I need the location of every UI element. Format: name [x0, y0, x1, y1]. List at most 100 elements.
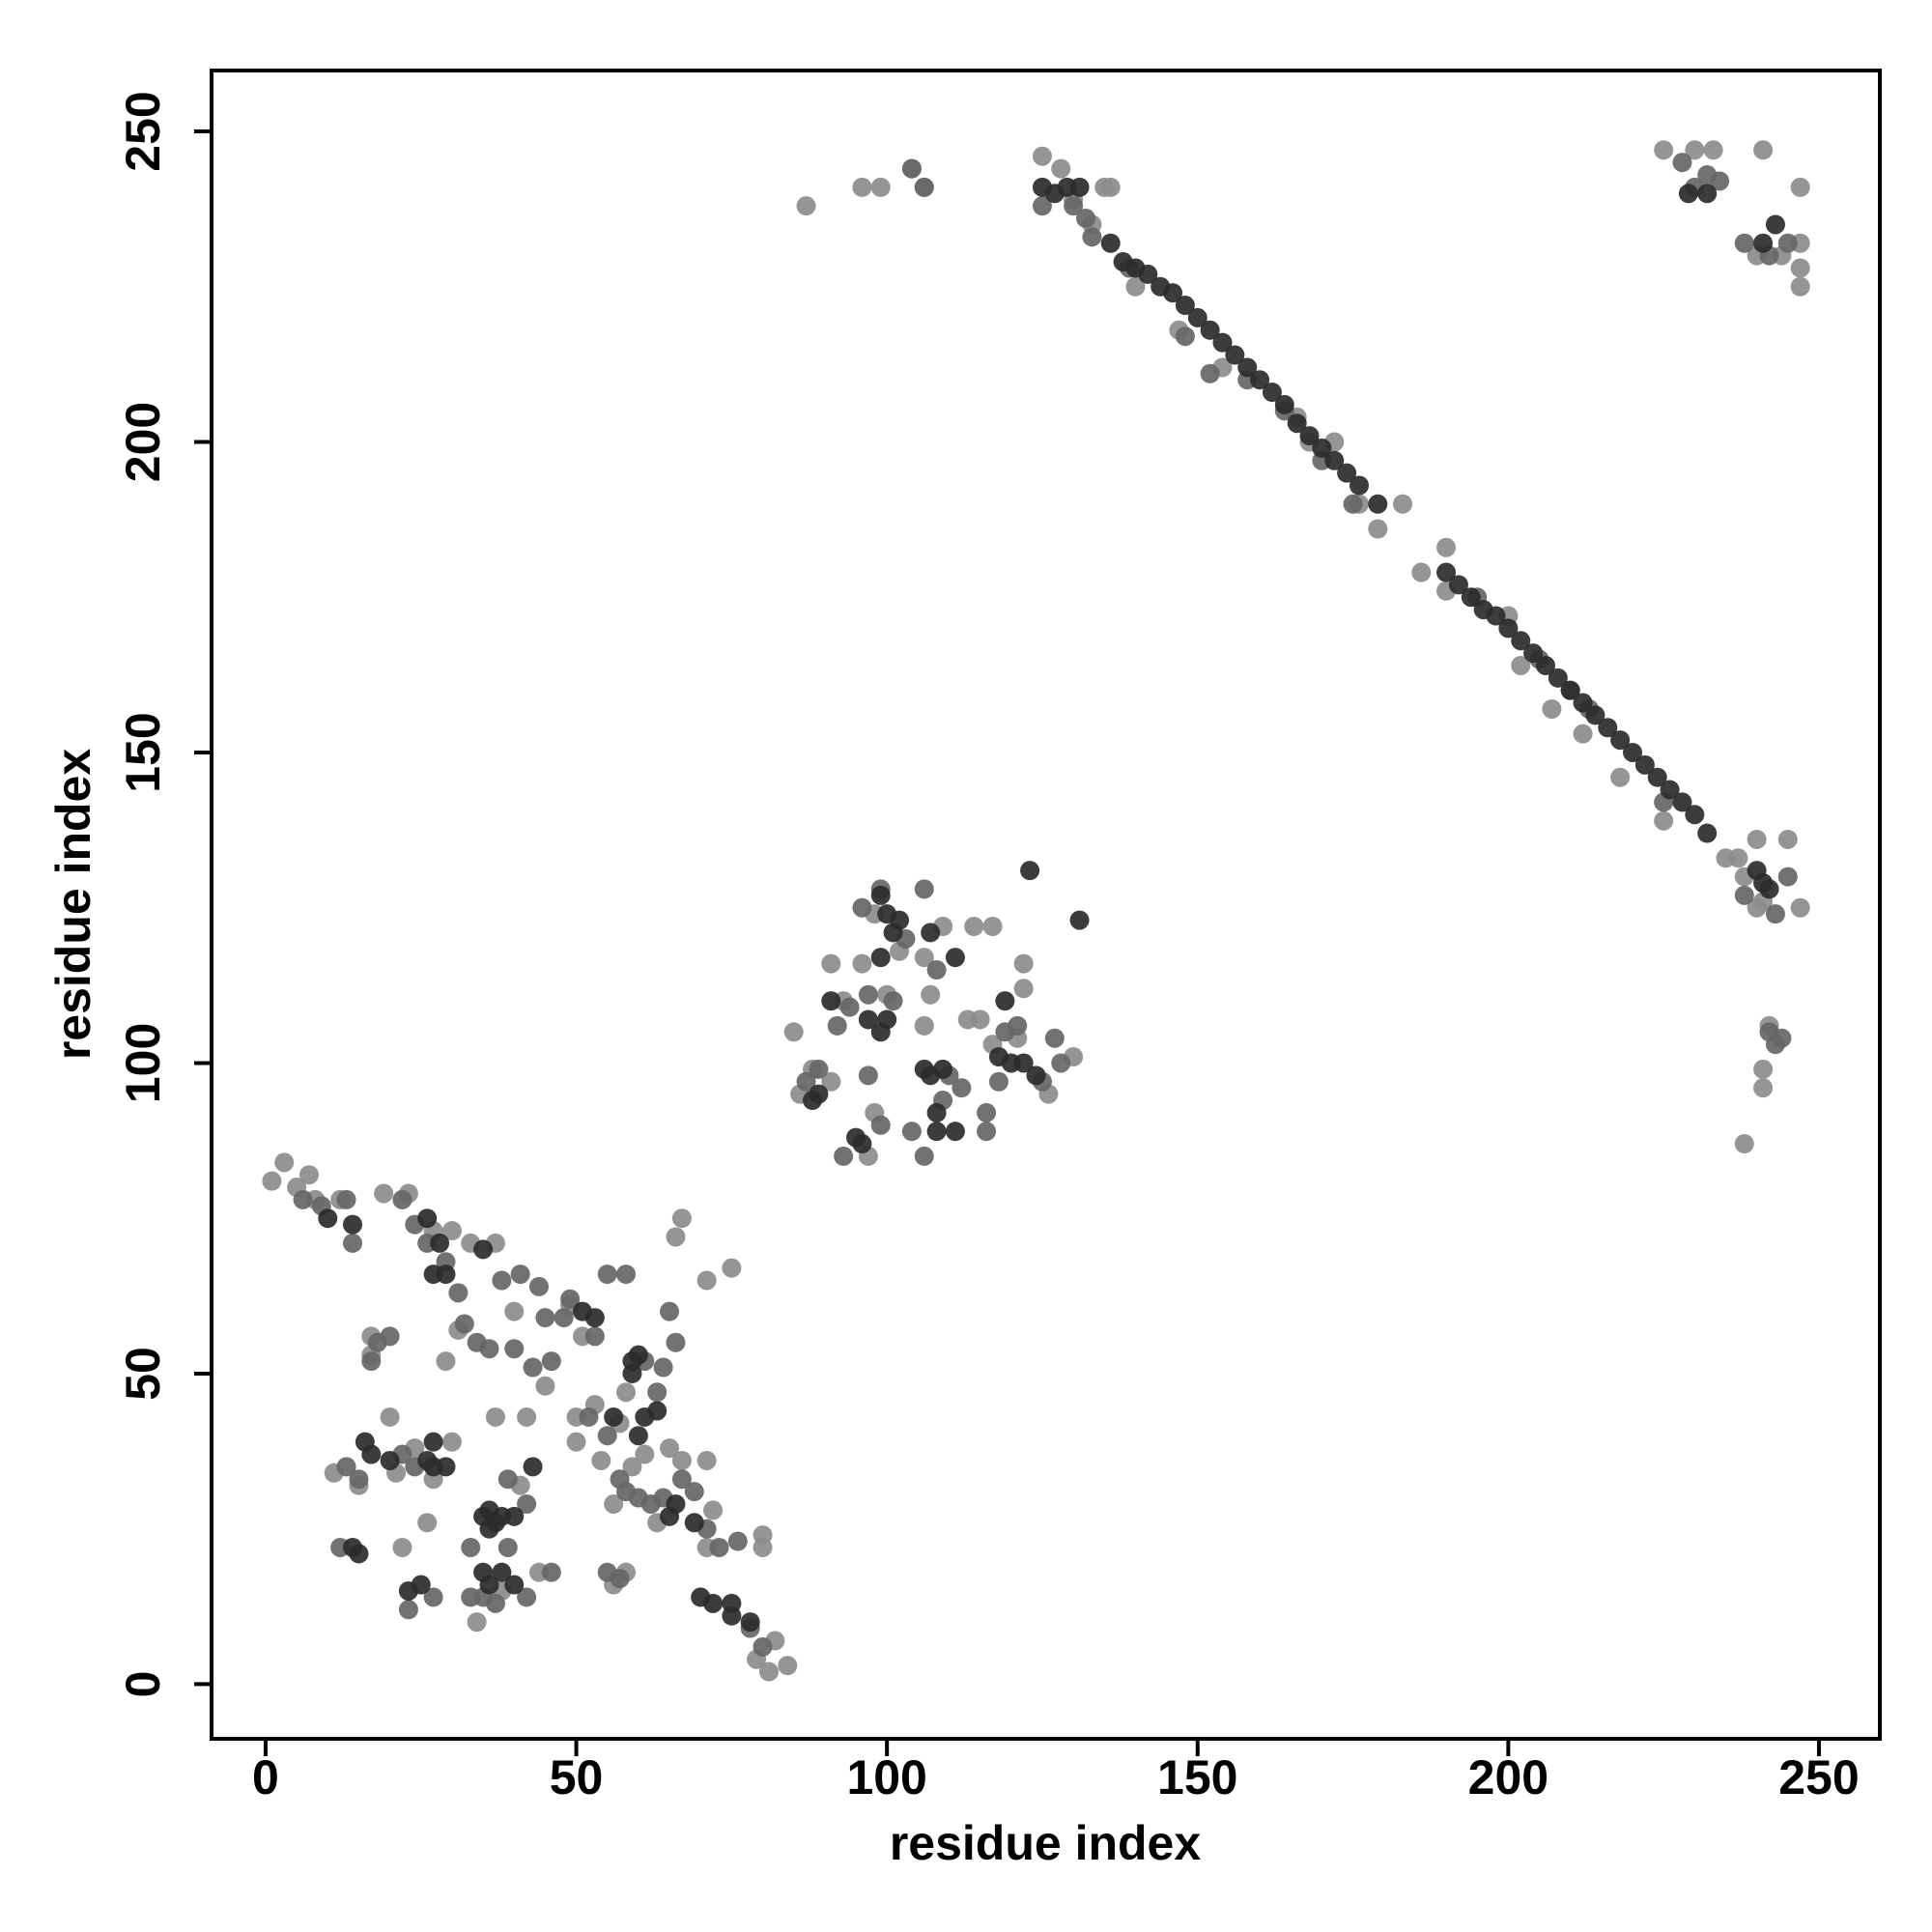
point [870, 1115, 891, 1135]
point [982, 917, 1003, 937]
point [604, 1406, 624, 1427]
point [1448, 575, 1468, 595]
point [1200, 320, 1220, 340]
point [560, 1289, 581, 1309]
point [436, 1457, 456, 1477]
point [467, 1612, 487, 1633]
point [1654, 810, 1674, 831]
point [523, 1457, 543, 1477]
point [1734, 1134, 1754, 1154]
point [1647, 767, 1667, 787]
point [852, 897, 872, 918]
point [579, 1406, 599, 1427]
point [977, 1122, 997, 1142]
point [1212, 332, 1233, 353]
point [1672, 153, 1692, 173]
point [821, 953, 841, 974]
point [883, 991, 903, 1011]
point [1765, 1035, 1785, 1055]
y-tick-label: 100 [116, 1023, 170, 1103]
point [1710, 171, 1730, 191]
point [298, 1165, 319, 1185]
point [349, 1544, 369, 1564]
point [1100, 177, 1121, 197]
point [1082, 227, 1102, 247]
point [473, 1239, 494, 1260]
point [1138, 264, 1158, 284]
point [1337, 463, 1357, 483]
point [753, 1537, 773, 1557]
point [796, 196, 816, 216]
point [318, 1208, 338, 1229]
point [870, 948, 891, 968]
point [1312, 438, 1332, 458]
point [517, 1406, 537, 1427]
point [1008, 1015, 1028, 1036]
point [411, 1575, 431, 1595]
point [684, 1482, 704, 1502]
point [1069, 910, 1090, 930]
point [1790, 177, 1810, 197]
point [1753, 140, 1774, 160]
point [380, 1406, 400, 1427]
y-tick-label: 0 [116, 1671, 170, 1698]
point [541, 1351, 561, 1372]
point [361, 1444, 382, 1464]
point [1013, 953, 1034, 974]
point [783, 1022, 804, 1042]
point [1697, 184, 1718, 204]
point [566, 1432, 586, 1452]
point [1436, 537, 1457, 557]
point [616, 1264, 637, 1285]
point [361, 1351, 382, 1372]
point [684, 1513, 704, 1533]
point [1573, 724, 1593, 744]
point [995, 991, 1015, 1011]
point [696, 1450, 717, 1470]
point [622, 1457, 642, 1477]
point [423, 1587, 443, 1607]
point [628, 1345, 648, 1365]
point [1262, 383, 1282, 403]
point [441, 1221, 462, 1241]
point [417, 1208, 438, 1229]
point [727, 1531, 748, 1551]
point [1324, 450, 1345, 470]
point [436, 1264, 456, 1285]
point [1790, 897, 1810, 918]
point [485, 1406, 505, 1427]
point [839, 997, 860, 1017]
point [660, 1301, 680, 1321]
point [821, 1071, 841, 1092]
point [1777, 233, 1798, 253]
point [858, 1009, 878, 1030]
point [926, 960, 947, 980]
point [1026, 1065, 1046, 1086]
point [1044, 1028, 1065, 1048]
point [535, 1308, 555, 1328]
point [778, 1656, 798, 1676]
point [809, 1059, 829, 1079]
point [1523, 643, 1544, 664]
point [479, 1575, 499, 1595]
x-axis-title: residue index [890, 1816, 1202, 1870]
point [1032, 196, 1052, 216]
point [1753, 1078, 1774, 1098]
point [1125, 276, 1146, 297]
point [1032, 146, 1052, 166]
point [1511, 631, 1531, 651]
point [1100, 233, 1121, 253]
point [1623, 742, 1643, 762]
point [660, 1506, 680, 1526]
point [616, 1382, 637, 1403]
point [380, 1326, 400, 1347]
point [901, 158, 922, 179]
point [1672, 792, 1692, 812]
point [584, 1326, 605, 1347]
point [858, 1065, 878, 1086]
point [1678, 184, 1698, 204]
point [1759, 879, 1779, 899]
point [709, 1537, 729, 1557]
point [597, 1562, 617, 1582]
point [870, 1022, 891, 1042]
